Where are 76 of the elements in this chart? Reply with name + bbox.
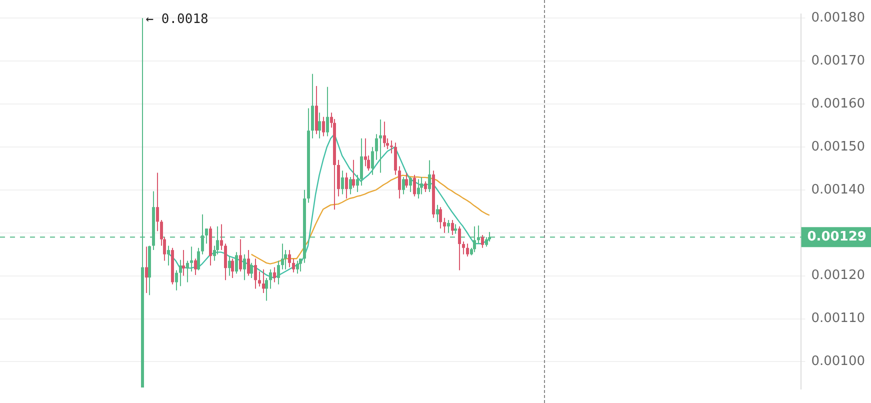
annotation: ← 0.0018 <box>146 12 208 28</box>
candlestick <box>451 219 454 236</box>
y-tick-label: 0.00170 <box>811 53 866 68</box>
candlestick <box>322 116 325 137</box>
candlestick <box>413 174 416 197</box>
candlestick <box>428 160 431 193</box>
candlestick <box>190 246 193 272</box>
candlestick <box>265 277 268 302</box>
candlestick <box>390 140 393 154</box>
candlestick <box>409 176 412 193</box>
candlestick <box>458 226 461 271</box>
candlestick <box>186 260 189 283</box>
candlestick <box>326 86 329 137</box>
candlestick <box>235 252 238 274</box>
candlestick <box>194 258 197 276</box>
candlestick <box>281 243 284 270</box>
y-tick-label: 0.00160 <box>811 96 866 112</box>
candlestick <box>228 256 231 276</box>
candlestick <box>250 262 253 278</box>
candlestick <box>247 250 250 276</box>
y-tick-label: 0.00110 <box>811 311 866 326</box>
y-tick-label: 0.00120 <box>811 268 866 284</box>
candlestick <box>424 180 427 193</box>
candlestick <box>356 174 359 193</box>
candlestick <box>439 206 442 230</box>
candlestick <box>262 268 265 294</box>
candlestick <box>288 250 291 268</box>
y-tick-label: 0.00100 <box>811 354 866 370</box>
candlestick <box>462 240 465 255</box>
candlestick <box>296 260 299 274</box>
candlestick <box>318 112 321 139</box>
y-tick-label: 0.00150 <box>811 139 866 154</box>
candlestick <box>352 159 355 188</box>
candlestick <box>371 146 374 176</box>
candlestick <box>258 271 261 288</box>
candlestick <box>481 234 484 248</box>
candlestick <box>182 250 185 276</box>
candlestick <box>379 118 382 174</box>
candlestick <box>466 243 469 257</box>
candlestick <box>243 254 246 281</box>
candlestick <box>364 138 367 167</box>
candlestick <box>231 258 234 278</box>
candlestick <box>179 259 182 287</box>
candlestick <box>360 138 363 186</box>
candlestick <box>402 176 405 195</box>
candlestick <box>405 172 408 188</box>
candlestick <box>299 258 302 272</box>
candlestick <box>436 204 439 223</box>
ref-line-label: 0.00129 <box>807 230 866 245</box>
candlestick <box>454 224 457 234</box>
y-tick-label: 0.00140 <box>811 182 866 198</box>
candlestick <box>341 170 344 195</box>
candlestick <box>277 260 280 285</box>
candlestick <box>447 219 450 234</box>
candlestick <box>197 247 200 271</box>
candlestick <box>224 243 227 281</box>
candlestick <box>175 270 178 291</box>
candlestick <box>145 246 148 294</box>
y-tick-label: 0.00180 <box>811 10 866 26</box>
candlestick <box>443 217 446 234</box>
candlestick <box>269 268 272 290</box>
candlestick <box>239 238 242 272</box>
candlestick <box>292 258 295 273</box>
candlestick <box>254 258 257 290</box>
candlestick <box>394 142 397 176</box>
candlestick <box>167 245 170 266</box>
candlestick <box>345 172 348 199</box>
candlestick <box>273 266 276 283</box>
candlestick <box>420 176 423 195</box>
candlestick <box>156 172 159 232</box>
candlestick <box>375 134 378 160</box>
candlestick <box>383 121 386 148</box>
candlestick <box>349 176 352 195</box>
candlestick <box>398 166 401 199</box>
candlestick <box>220 224 223 251</box>
candlestick <box>417 178 420 199</box>
